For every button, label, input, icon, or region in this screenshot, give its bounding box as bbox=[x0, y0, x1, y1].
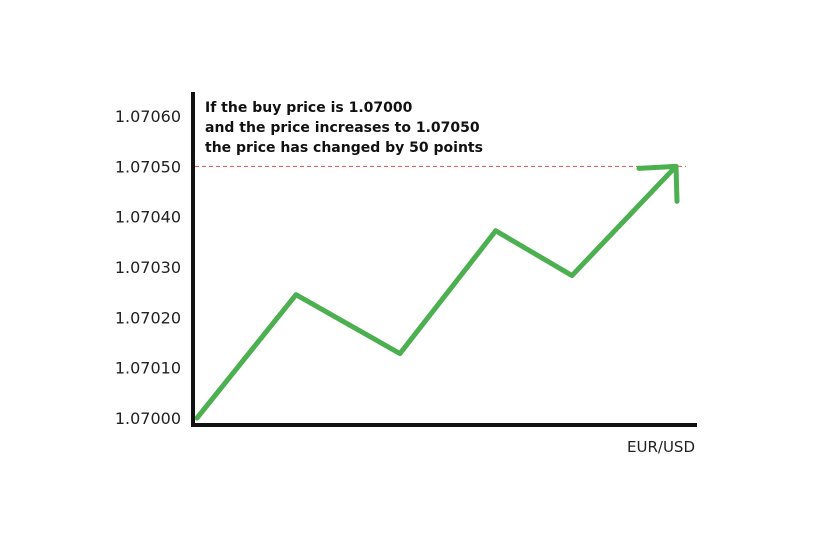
annotation-line: the price has changed by 50 points bbox=[205, 140, 483, 156]
series-line-eur-usd bbox=[194, 163, 679, 421]
y-tick-label: 1.07010 bbox=[115, 359, 181, 378]
arrow-head bbox=[636, 163, 680, 204]
y-tick-label: 1.07060 bbox=[115, 107, 181, 126]
y-tick-labels: 1.07000 1.07010 1.07020 1.07030 1.07040 1.070… bbox=[115, 107, 181, 428]
annotation-text: If the buy price is 1.07000 and the price… bbox=[205, 100, 483, 156]
y-tick-label: 1.07000 bbox=[115, 409, 181, 428]
y-tick-label: 1.07050 bbox=[115, 157, 181, 176]
annotation-line: If the buy price is 1.07000 bbox=[205, 100, 413, 116]
y-tick-label: 1.07040 bbox=[115, 208, 181, 227]
x-axis-label: EUR/USD bbox=[627, 438, 695, 456]
annotation-line: and the price increases to 1.07050 bbox=[205, 120, 480, 136]
y-tick-label: 1.07030 bbox=[115, 258, 181, 277]
y-tick-label: 1.07020 bbox=[115, 308, 181, 327]
